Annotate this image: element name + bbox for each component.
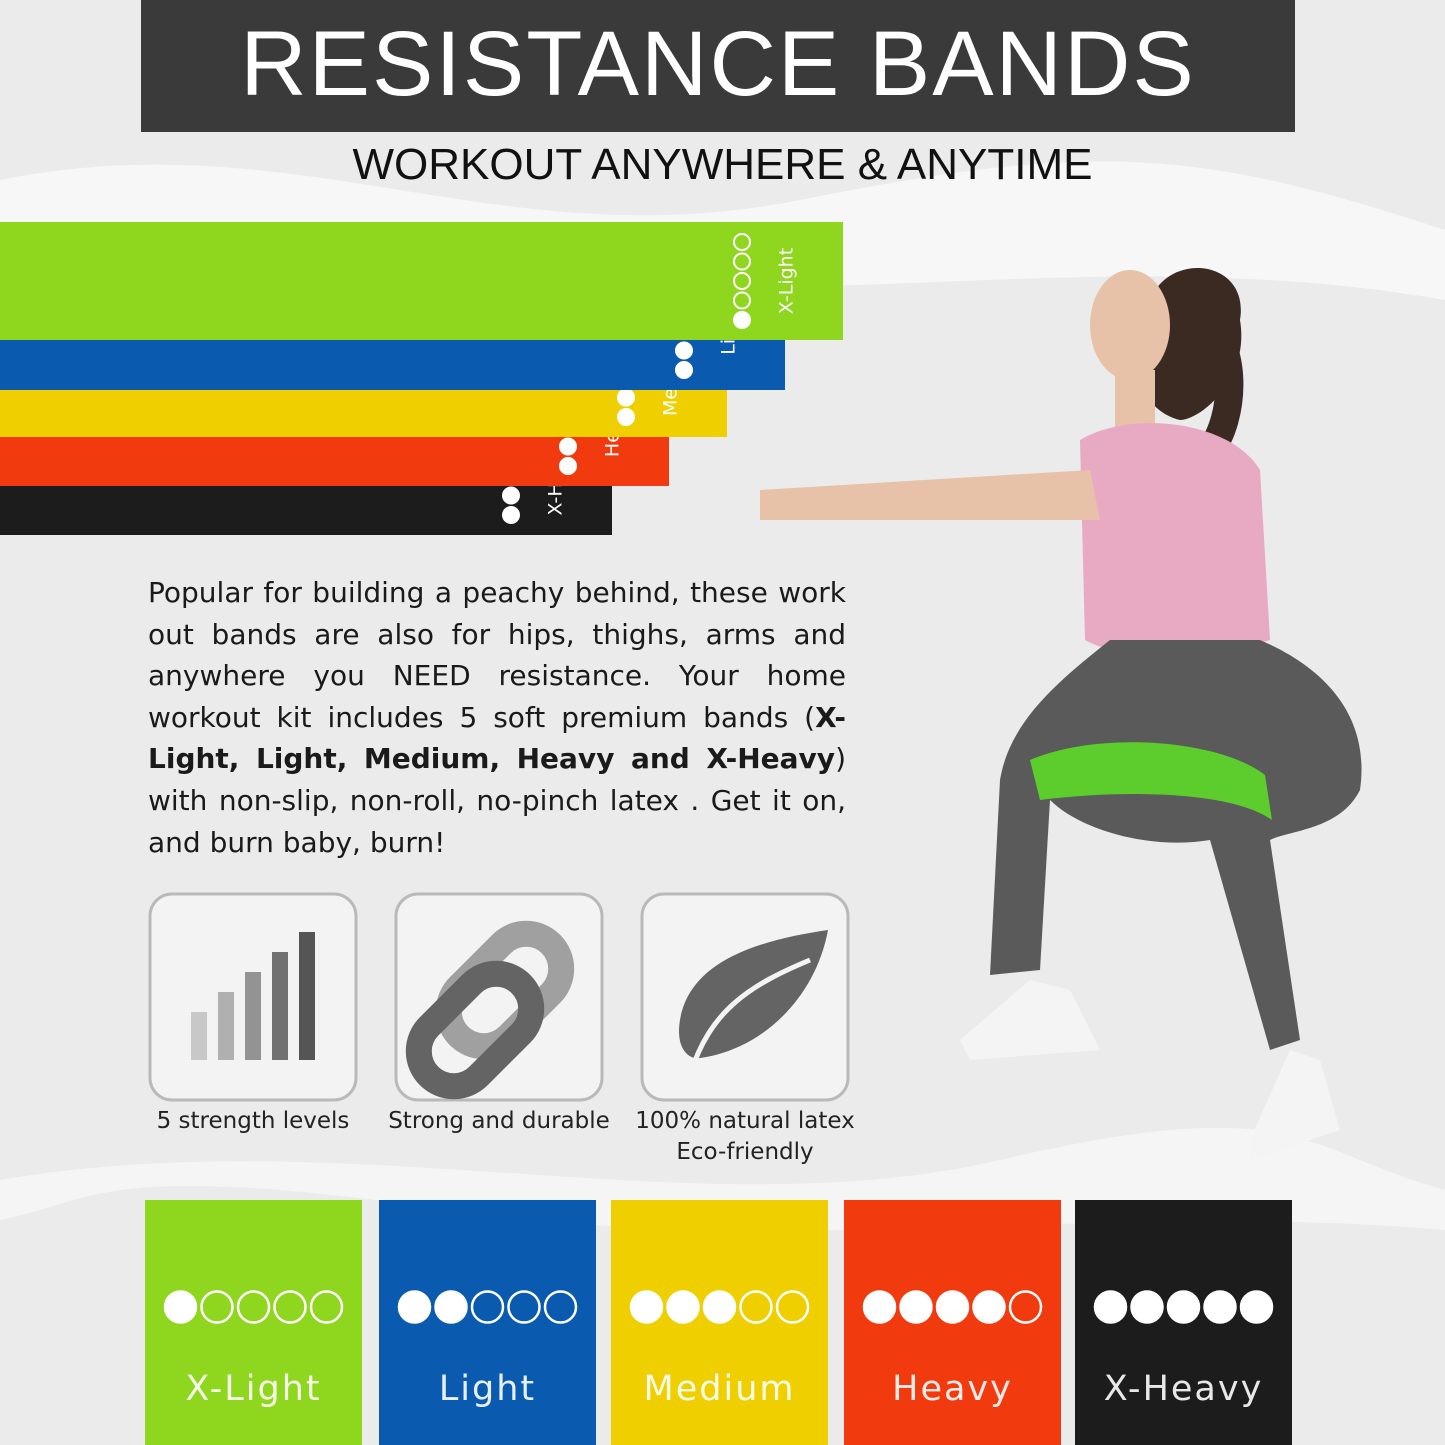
band-tile: X-Heavy <box>1075 1200 1292 1445</box>
level-dot <box>1203 1290 1237 1324</box>
level-dot <box>236 1290 271 1324</box>
level-dot <box>899 1290 933 1324</box>
level-dot <box>470 1290 505 1324</box>
level-dot <box>935 1290 970 1324</box>
subtitle: WORKOUT ANYWHERE & ANYTIME <box>352 140 1093 189</box>
level-dot <box>733 311 751 329</box>
tile-label: Light <box>439 1369 536 1409</box>
description: Popular for building a peachy behind, th… <box>148 572 846 863</box>
level-dot <box>739 1290 773 1324</box>
stacked-band: X-Light <box>0 222 843 340</box>
level-dot <box>434 1290 468 1324</box>
level-dot <box>733 233 751 251</box>
band-tile: Heavy <box>844 1200 1061 1445</box>
level-dot <box>559 457 577 475</box>
level-dot <box>972 1290 1006 1324</box>
level-dot <box>629 1290 664 1324</box>
level-dot <box>862 1290 897 1324</box>
band-stack: X-HeavyHeavyMediumLightX-Light <box>0 222 843 535</box>
level-dot <box>617 408 635 426</box>
band-body <box>0 222 843 340</box>
tile-label: X-Heavy <box>1104 1369 1264 1409</box>
feature-label: Strong and durable <box>388 1108 610 1134</box>
level-dot <box>507 1290 541 1324</box>
title: RESISTANCE BANDS <box>141 0 1295 132</box>
feature-label: 100% natural latex <box>635 1108 855 1134</box>
level-dot <box>1239 1290 1274 1324</box>
level-dot <box>702 1290 737 1324</box>
tile-label: X-Light <box>185 1369 321 1409</box>
level-dot <box>200 1290 234 1324</box>
tile-label: Heavy <box>892 1369 1013 1409</box>
icon-levels <box>148 892 358 1102</box>
feature-label: 5 strength levels <box>156 1108 350 1134</box>
level-dot <box>675 341 693 360</box>
icon-leaf <box>640 892 850 1102</box>
band-tile: X-Light <box>145 1200 362 1445</box>
feature-sublabel: Eco-friendly <box>676 1139 814 1165</box>
level-dot <box>543 1290 578 1324</box>
icon-chain <box>394 892 604 1102</box>
level-dot <box>559 437 577 456</box>
band-label: X-Light <box>776 248 798 314</box>
level-dot <box>163 1290 198 1324</box>
level-dot <box>273 1290 307 1324</box>
tile-label: Medium <box>644 1369 796 1409</box>
description-bold: X-Light, Light, Medium, Heavy and X-Heav… <box>148 700 846 776</box>
level-dot <box>675 361 693 379</box>
level-dot <box>1093 1290 1128 1324</box>
level-dot <box>617 388 635 407</box>
model-illustration <box>760 267 1362 1160</box>
description-text: Popular for building a peachy behind, th… <box>148 576 846 734</box>
feature: 100% natural latex Eco-friendly <box>620 1106 870 1168</box>
level-dot <box>502 506 520 524</box>
description-text: ) with non-slip, non-roll, no-pinch late… <box>148 742 846 859</box>
level-dot <box>1166 1290 1201 1324</box>
level-dot <box>309 1290 344 1324</box>
level-dot <box>775 1290 810 1324</box>
level-dot <box>733 252 751 271</box>
level-dot <box>397 1290 432 1324</box>
level-dot <box>666 1290 700 1324</box>
level-dot <box>733 291 751 310</box>
band-tiles: X-Light Light Medium Heavy X-Heavy <box>145 1200 1292 1445</box>
level-dot <box>733 272 751 290</box>
level-dot <box>1008 1290 1043 1324</box>
level-dot <box>1130 1290 1164 1324</box>
level-dot <box>502 486 520 505</box>
band-tile: Light <box>379 1200 596 1445</box>
band-tile: Medium <box>611 1200 828 1445</box>
